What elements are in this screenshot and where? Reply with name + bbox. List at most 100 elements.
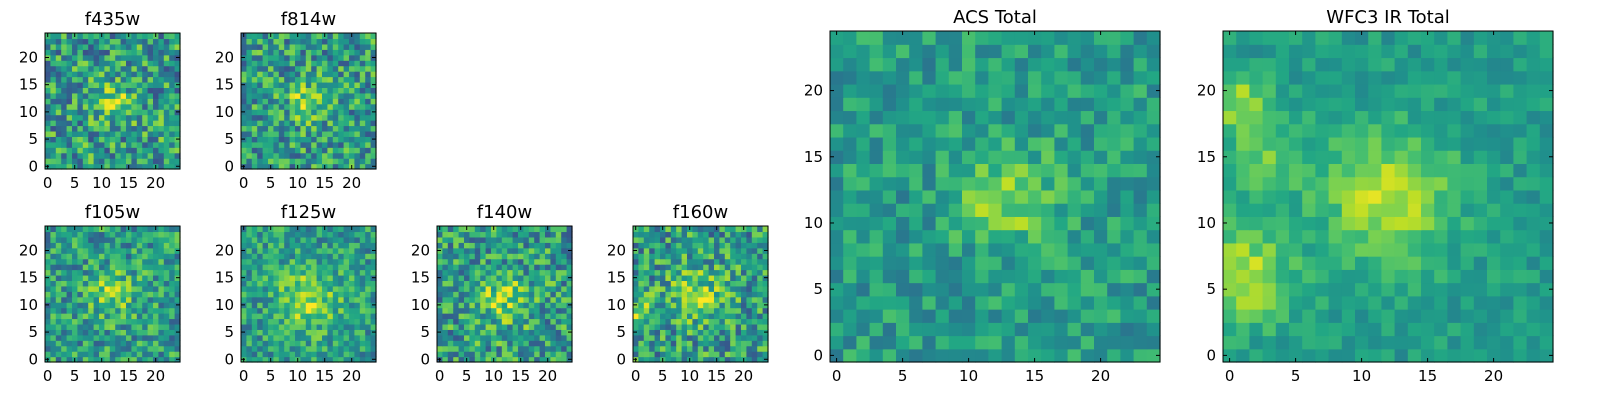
heatmap-cell: [762, 258, 769, 265]
heatmap-cell: [518, 274, 524, 281]
heatmap-cell: [82, 38, 89, 45]
heatmap-cell: [332, 356, 339, 363]
heatmap-cell: [289, 313, 296, 320]
heatmap-cell: [147, 285, 154, 292]
heatmap-cell: [491, 323, 497, 330]
heatmap-cell: [1107, 229, 1121, 244]
heatmap-cell: [61, 242, 68, 249]
heatmap-cell: [273, 264, 280, 271]
heatmap-cell: [1407, 242, 1422, 257]
heatmap-cell: [284, 285, 291, 292]
heatmap-cell: [660, 318, 666, 325]
heatmap-cell: [82, 65, 89, 72]
heatmap-cell: [158, 307, 165, 314]
heatmap-cell: [1526, 242, 1541, 257]
heatmap-cell: [1028, 282, 1042, 297]
heatmap-cell: [169, 313, 176, 320]
heatmap-cell: [99, 291, 105, 298]
heatmap-cell: [741, 313, 747, 320]
heatmap-cell: [163, 158, 170, 165]
heatmap-cell: [136, 152, 143, 159]
heatmap-cell: [534, 323, 541, 330]
heatmap-cell: [77, 307, 84, 314]
heatmap-cell: [115, 231, 122, 238]
heatmap-cell: [268, 269, 274, 276]
heatmap-cell: [115, 340, 122, 347]
heatmap-cell: [1500, 176, 1514, 191]
heatmap-cell: [126, 98, 132, 105]
heatmap-cell: [1133, 269, 1148, 284]
heatmap-cell: [45, 340, 51, 347]
y-tick-label: 20: [215, 48, 234, 66]
heatmap-cell: [305, 114, 312, 121]
heatmap-cell: [300, 318, 307, 325]
heatmap-cell: [735, 318, 742, 325]
heatmap-cell: [61, 81, 68, 88]
heatmap-cell: [730, 253, 737, 260]
heatmap-cell: [284, 81, 291, 88]
heatmap-cell: [300, 242, 307, 249]
heatmap-cell: [1001, 83, 1016, 98]
heatmap-cell: [354, 356, 361, 363]
heatmap-cell: [545, 274, 551, 281]
heatmap-cell: [158, 340, 165, 347]
heatmap-cell: [338, 302, 345, 309]
heatmap-cell: [485, 285, 492, 292]
heatmap-cell: [550, 345, 557, 352]
heatmap-cell: [935, 136, 950, 151]
heatmap-cell: [349, 120, 355, 127]
heatmap-cell: [458, 280, 465, 287]
heatmap-cell: [751, 307, 758, 314]
heatmap-cell: [93, 340, 100, 347]
heatmap-cell: [284, 109, 291, 116]
heatmap-cell: [1487, 335, 1501, 350]
heatmap-cell: [278, 226, 285, 233]
heatmap-cell: [830, 31, 844, 45]
heatmap-cell: [1014, 31, 1029, 45]
heatmap-cell: [50, 76, 57, 83]
heatmap-cell: [442, 313, 449, 320]
heatmap-cell: [50, 92, 57, 99]
heatmap-cell: [1133, 123, 1148, 138]
heatmap-cell: [746, 231, 753, 238]
heatmap-cell: [273, 103, 280, 110]
heatmap-cell: [349, 141, 355, 148]
heatmap-cell: [295, 264, 301, 271]
heatmap-cell: [305, 120, 312, 127]
heatmap-cell: [730, 323, 737, 330]
heatmap-cell: [295, 130, 301, 137]
heatmap-cell: [268, 147, 274, 154]
heatmap-cell: [1289, 163, 1303, 178]
heatmap-cell: [241, 258, 247, 265]
heatmap-cell: [1275, 216, 1290, 231]
heatmap-cell: [1223, 176, 1237, 191]
heatmap-cell: [909, 44, 923, 59]
heatmap-cell: [751, 242, 758, 249]
heatmap-cell: [332, 114, 339, 121]
heatmap-cell: [660, 274, 666, 281]
heatmap-cell: [93, 307, 100, 314]
heatmap-cell: [654, 329, 661, 336]
heatmap-cell: [169, 247, 176, 254]
heatmap-cell: [948, 163, 963, 178]
heatmap-cell: [359, 351, 366, 358]
heatmap-cell: [1028, 31, 1042, 45]
heatmap-cell: [1407, 335, 1422, 350]
heatmap-cell: [322, 60, 328, 67]
heatmap-cell: [453, 231, 460, 238]
heatmap-cell: [343, 264, 350, 271]
heatmap-cell: [935, 31, 950, 45]
heatmap-cell: [305, 340, 312, 347]
heatmap-cell: [1028, 136, 1042, 151]
heatmap-cell: [343, 103, 350, 110]
heatmap-cell: [464, 236, 470, 243]
heatmap-cell: [284, 329, 291, 336]
heatmap-cell: [550, 264, 557, 271]
heatmap-cell: [447, 307, 454, 314]
heatmap-cell: [830, 97, 844, 112]
heatmap-cell: [464, 264, 470, 271]
heatmap-cell: [746, 236, 753, 243]
heatmap-cell: [660, 253, 666, 260]
heatmap-cell: [278, 269, 285, 276]
heatmap-cell: [1328, 176, 1343, 191]
